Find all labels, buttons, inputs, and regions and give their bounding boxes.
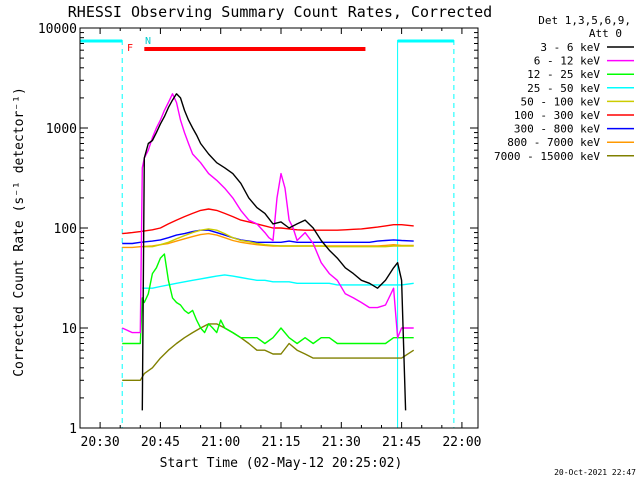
legend-label: 3 - 6 keV (540, 41, 600, 54)
x-tick-label: 21:15 (261, 435, 300, 450)
legend-label: 50 - 100 keV (521, 95, 601, 108)
legend-header-line-2: Att 0 (589, 27, 622, 40)
series-50-100-kev (142, 228, 414, 248)
x-tick-label: 21:30 (322, 435, 361, 450)
y-axis-label: Corrected Count Rate (s⁻¹ detector⁻¹) (12, 87, 27, 377)
axis-layer: 20:30 20:45 21:00 21:15 21:30 21:45 22:00 1 10 10… (38, 22, 482, 450)
series-300-800-kev (122, 229, 414, 245)
annotation-n: N (145, 36, 151, 47)
x-tick-label: 22:00 (442, 435, 481, 450)
series-layer (121, 93, 415, 411)
y-tick-label: 10000 (38, 22, 77, 37)
legend-label: 7000 - 15000 keV (494, 150, 600, 163)
y-tick-label: 10 (61, 322, 77, 337)
series-25-50-kev (142, 274, 414, 289)
x-tick-label: 21:00 (201, 435, 240, 450)
legend-header-line-1: Det 1,3,5,6,9, (538, 14, 631, 27)
series-7000-15000-kev (122, 323, 415, 381)
series-6-12-kev (121, 93, 414, 339)
legend-label: 800 - 7000 keV (507, 136, 600, 149)
x-axis-label: Start Time (02-May-12 20:25:02) (160, 456, 403, 471)
series-12-25-kev (122, 253, 414, 345)
chart-title: RHESSI Observing Summary Count Rates, Co… (68, 3, 492, 21)
legend-label: 100 - 300 keV (514, 109, 600, 122)
footer-timestamp: 20-Oct-2021 22:47 (554, 468, 636, 477)
legend-label: 25 - 50 keV (527, 82, 600, 95)
legend-label: 12 - 25 keV (527, 68, 600, 81)
x-tick-label: 20:30 (81, 435, 120, 450)
series-100-300-kev (122, 208, 414, 235)
legend-label: 300 - 800 keV (514, 123, 600, 136)
legend-label: 6 - 12 keV (534, 55, 601, 68)
x-tick-label: 20:45 (141, 435, 180, 450)
x-tick-label: 21:45 (382, 435, 421, 450)
series-3-6-kev (141, 93, 407, 411)
annotation-f: F (127, 43, 133, 54)
y-tick-label: 1 (69, 422, 77, 437)
y-tick-label: 1000 (46, 122, 77, 137)
y-tick-label: 100 (54, 222, 77, 237)
